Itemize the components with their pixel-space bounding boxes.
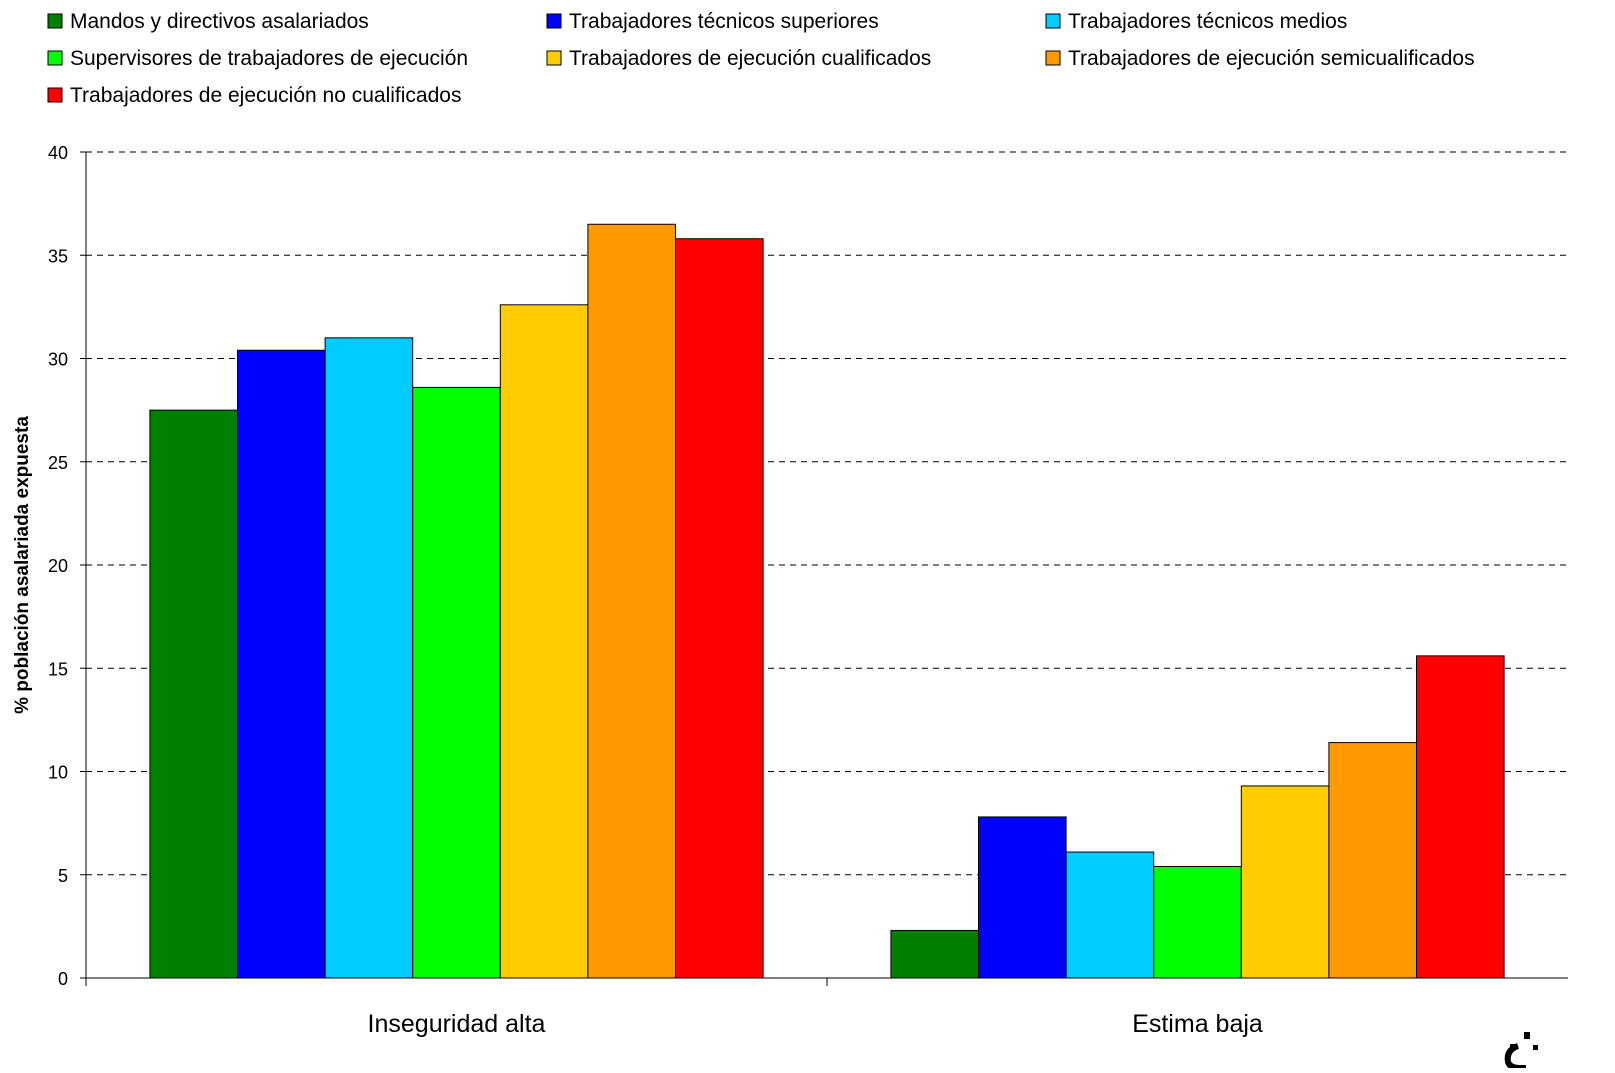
bar — [978, 816, 1067, 979]
y-tick-label: 30 — [48, 350, 68, 370]
x-category-label: Inseguridad alta — [368, 1010, 546, 1038]
legend-swatch — [546, 50, 562, 66]
legend-label: Mandos y directivos asalariados — [70, 10, 369, 33]
bar — [149, 409, 238, 979]
x-category-label: Estima baja — [1132, 1010, 1263, 1038]
y-tick-label: 5 — [58, 866, 68, 886]
legend-swatch — [47, 13, 63, 29]
bar — [587, 223, 677, 979]
bar — [675, 238, 764, 979]
legend-swatch — [546, 13, 562, 29]
logo-icon — [1524, 1032, 1530, 1039]
legend-swatch — [47, 87, 63, 103]
bar — [412, 386, 501, 979]
y-tick-label: 0 — [58, 969, 68, 989]
legend-label: Supervisores de trabajadores de ejecució… — [70, 47, 468, 70]
bar — [890, 930, 980, 979]
legend-swatch — [1045, 13, 1061, 29]
legend-label: Trabajadores técnicos medios — [1068, 10, 1347, 33]
y-tick-label: 10 — [48, 763, 68, 783]
bar — [1153, 865, 1242, 979]
bar — [499, 304, 589, 979]
y-tick-label: 35 — [48, 246, 68, 266]
bar — [1328, 742, 1418, 979]
y-tick-label: 15 — [48, 659, 68, 679]
legend-label: Trabajadores de ejecución semicualificad… — [1068, 47, 1475, 70]
bar — [1065, 851, 1155, 979]
y-tick-label: 20 — [48, 556, 68, 576]
bar — [324, 337, 414, 979]
y-tick-label: 40 — [48, 143, 68, 163]
legend-swatch — [47, 50, 63, 66]
legend-label: Trabajadores técnicos superiores — [569, 10, 879, 33]
bar — [237, 349, 326, 979]
bar — [1240, 785, 1330, 979]
legend-label: Trabajadores de ejecución cualificados — [569, 47, 931, 70]
legend-label: Trabajadores de ejecución no cualificado… — [70, 84, 461, 107]
y-axis-label: % población asalariada expuesta — [12, 416, 33, 714]
y-tick-label: 25 — [48, 453, 68, 473]
logo-icon — [1504, 1043, 1526, 1071]
bar — [1416, 655, 1505, 979]
legend-swatch — [1045, 50, 1061, 66]
logo-icon — [1533, 1045, 1538, 1050]
